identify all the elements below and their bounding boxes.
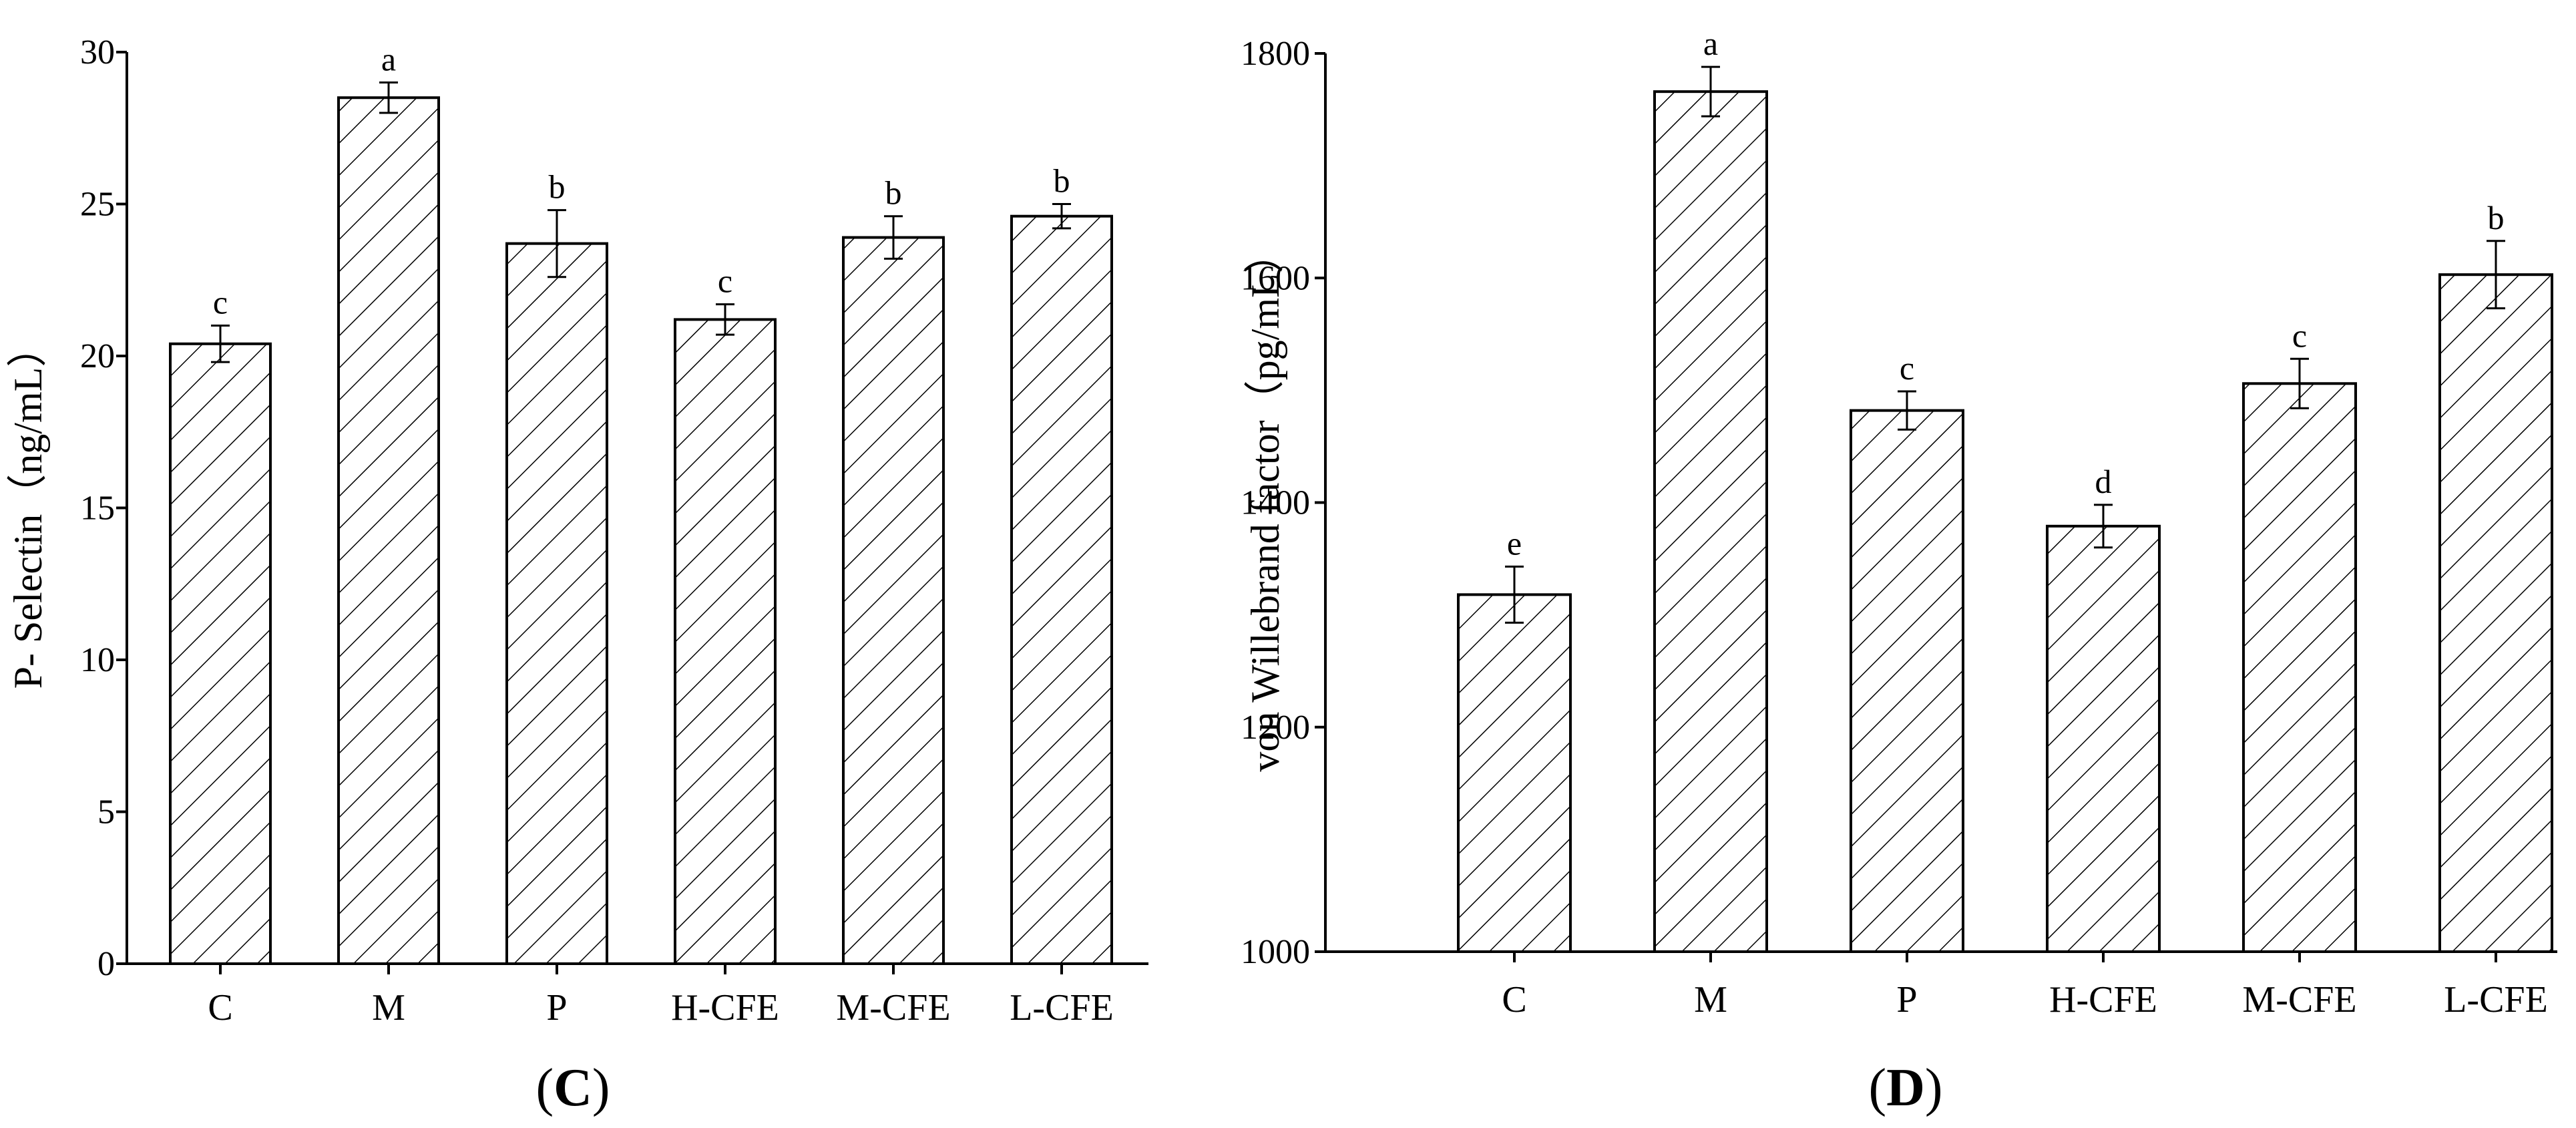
panel-d-y-tick-label: 1200 <box>1241 709 1310 747</box>
panel-c-significance-p: b <box>549 168 566 206</box>
panel-d-category-label: M <box>1694 979 1727 1020</box>
panel-c-bar-l-cfe <box>1010 214 1113 966</box>
panel-c-bar-h-cfe <box>674 318 777 965</box>
panel-c-error-bar-l-cfe <box>1052 203 1071 230</box>
panel-d-error-bar-l-cfe <box>2487 240 2505 310</box>
panel-d-error-bar-h-cfe <box>2094 504 2113 549</box>
panel-c-significance-h-cfe: c <box>718 262 732 300</box>
panel-c-bar-m <box>337 96 440 965</box>
panel-c-y-tick-label: 20 <box>80 337 115 375</box>
panel-d-bar-m-cfe <box>2242 382 2357 953</box>
panel-d-y-tick-label: 1400 <box>1241 484 1310 522</box>
panel-d-error-bar-c <box>1505 565 1524 624</box>
panel-c-bar-c <box>169 342 272 965</box>
panel-c-category-label: H-CFE <box>671 987 779 1028</box>
panel-c-bar-p <box>505 242 608 965</box>
panel-c-y-axis-title: P- Selectin（ng/mL） <box>6 327 50 689</box>
panel-c-bar-m-cfe <box>842 236 945 965</box>
panel-d-bar-c <box>1457 593 1572 953</box>
panel-d-category-label: H-CFE <box>2049 979 2157 1020</box>
panel-c-significance-l-cfe: b <box>1054 162 1070 200</box>
panel-c-chart: c Ca Mb Pc H-CFE b M-CFE b L-CFE 0 5 10 15 20 25 30 P- S… <box>6 33 1148 1117</box>
panel-d-y-axis-title: von Willebrand factor（pg/mL） <box>1243 233 1287 771</box>
panel-c-y-tick-label: 10 <box>80 641 115 679</box>
panel-d-category-label: C <box>1502 979 1526 1020</box>
panel-d-y-tick-label: 1600 <box>1241 259 1310 297</box>
panel-d-chart: e Ca Mc Pd H-CFE c M-CFE b L-CFE 1000 1200 1400 1600… <box>1241 25 2557 1117</box>
panel-d-y-tick-label: 1800 <box>1241 35 1310 73</box>
panel-d-category-label: M-CFE <box>2242 979 2356 1020</box>
panel-c-error-bar-p <box>548 209 566 278</box>
panel-d-bar-m <box>1653 90 1768 954</box>
panel-c-category-label: M <box>372 987 405 1028</box>
panel-c-category-label: L-CFE <box>1010 987 1114 1028</box>
panel-d-y-tick-label: 1000 <box>1241 933 1310 971</box>
panel-d-error-bar-m-cfe <box>2290 357 2309 409</box>
panel-c-error-bar-m <box>379 81 398 114</box>
panel-d-significance-l-cfe: b <box>2488 199 2505 236</box>
panel-c-error-bar-m-cfe <box>884 215 903 260</box>
panel-c-y-tick-label: 15 <box>80 490 115 528</box>
panel-d-bar-p <box>1850 409 1964 953</box>
panel-c-y-tick-label: 0 <box>97 945 115 983</box>
panel-d-significance-m: a <box>1703 25 1718 62</box>
panel-d-bar-h-cfe <box>2046 524 2161 953</box>
panel-d-significance-m-cfe: c <box>2292 317 2307 354</box>
panel-c-significance-c: c <box>213 284 228 321</box>
panel-d-panel-label: (D) <box>1868 1059 1942 1117</box>
panel-c-category-label: M-CFE <box>836 987 950 1028</box>
panel-d-significance-h-cfe: d <box>2095 463 2112 500</box>
panel-c-significance-m-cfe: b <box>885 174 902 212</box>
panel-c-panel-label: (C) <box>535 1059 610 1117</box>
panel-d-category-label: L-CFE <box>2444 979 2548 1020</box>
panel-c-category-label: C <box>208 987 232 1028</box>
panel-d-category-label: P <box>1896 979 1917 1020</box>
panel-c-error-bar-c <box>211 325 230 363</box>
panel-d-significance-c: e <box>1507 524 1522 562</box>
panel-c-category-label: P <box>546 987 567 1028</box>
panel-d-error-bar-m <box>1701 65 1720 118</box>
panel-c-y-tick-label: 30 <box>80 33 115 71</box>
panel-d-bar-l-cfe <box>2438 273 2553 953</box>
panel-d-significance-p: c <box>1900 349 1914 387</box>
panel-d-error-bar-p <box>1898 390 1916 431</box>
panel-c-y-tick-label: 5 <box>97 793 115 831</box>
panel-c-significance-m: a <box>381 41 396 78</box>
panel-c-error-bar-h-cfe <box>716 303 734 336</box>
panel-c-y-tick-label: 25 <box>80 186 115 224</box>
